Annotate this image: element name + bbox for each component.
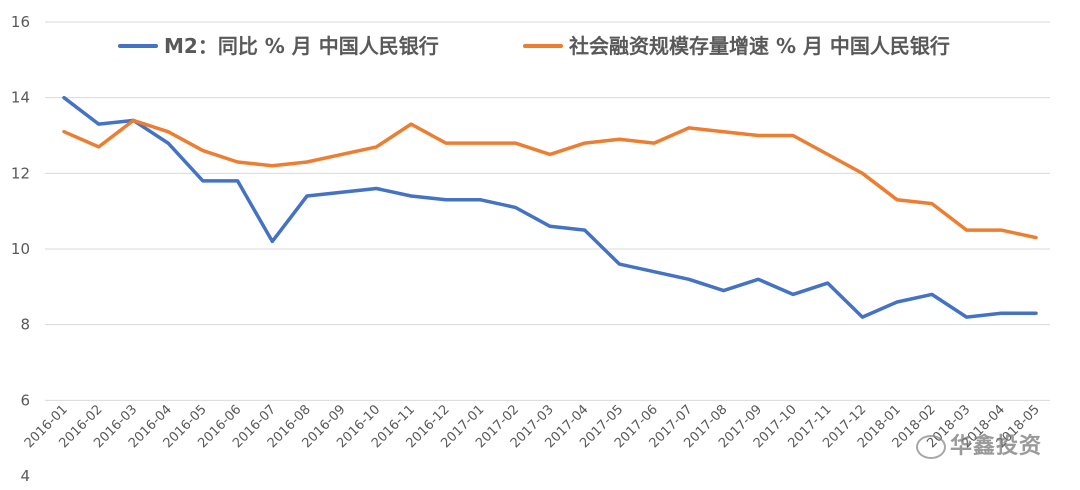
y-tick-label: 8 [20,316,30,334]
series-line-2 [62,118,1038,240]
watermark-text: 华鑫投资 [949,434,1042,459]
x-axis-ticks: 2016-012016-022016-032016-042016-052016-… [22,402,1043,451]
series-line-1 [62,95,1038,319]
y-tick-label: 6 [20,391,30,409]
series-lines [62,95,1038,319]
gridlines [45,21,1050,401]
legend-label-1: M2：同比 % 月 中国人民银行 [164,34,439,58]
legend-label-2: 社会融资规模存量增速 % 月 中国人民银行 [568,34,950,58]
y-tick-label: 12 [11,164,30,182]
y-axis-ticks: 4 6 8 10 12 14 16 [11,13,30,485]
y-tick-label: 16 [11,13,30,31]
legend: M2：同比 % 月 中国人民银行 社会融资规模存量增速 % 月 中国人民银行 [118,34,950,58]
y-tick-label: 4 [20,467,30,485]
wechat-icon [915,435,946,459]
y-tick-label: 14 [11,89,30,107]
y-tick-label: 10 [11,240,30,258]
watermark: 华鑫投资 [915,428,1042,460]
